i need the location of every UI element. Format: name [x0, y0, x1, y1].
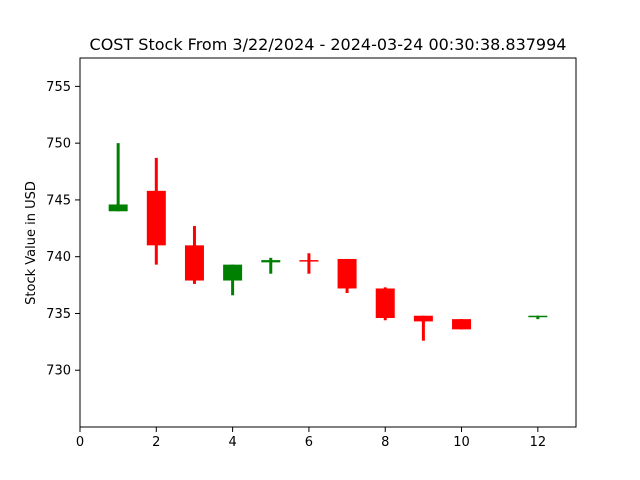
candle: [299, 253, 319, 274]
candle-body: [108, 204, 128, 212]
candle: [184, 226, 204, 284]
candle-body: [146, 190, 166, 246]
candle: [452, 319, 472, 330]
candle-body: [299, 260, 319, 262]
x-tick-label: 6: [305, 435, 313, 450]
y-tick-label: 755: [46, 80, 71, 95]
candle: [146, 157, 166, 265]
candle: [261, 257, 281, 274]
candle-body: [375, 288, 395, 319]
y-axis-label: Stock Value in USD: [24, 181, 39, 305]
x-tick-label: 8: [381, 435, 389, 450]
candle-body: [261, 260, 281, 263]
candle-body: [452, 319, 472, 330]
y-tick-label: 735: [46, 307, 71, 322]
x-tick-label: 0: [76, 435, 84, 450]
candle-body: [413, 315, 433, 322]
candle-body: [528, 315, 548, 318]
x-tick-label: 2: [152, 435, 160, 450]
chart-title: COST Stock From 3/22/2024 - 2024-03-24 0…: [90, 35, 567, 54]
x-tick-label: 12: [530, 435, 547, 450]
y-tick-label: 750: [46, 137, 71, 152]
candle: [375, 287, 395, 321]
candle-body: [337, 258, 357, 289]
x-tick-label: 10: [453, 435, 470, 450]
candles-layer: [108, 143, 548, 341]
x-tick-label: 4: [228, 435, 236, 450]
y-tick-label: 745: [46, 193, 71, 208]
candle: [528, 315, 548, 320]
candle: [413, 315, 433, 341]
plot-frame: [79, 57, 577, 428]
y-tick-label: 740: [46, 250, 71, 265]
candle: [337, 258, 357, 294]
candle-body: [184, 245, 204, 281]
ticks-layer: 0 2 4 6 8 10 12 730 735 740 745 750 755: [46, 80, 546, 450]
y-tick-label: 730: [46, 364, 71, 379]
candle-body: [223, 264, 243, 281]
candle: [223, 264, 243, 296]
candle: [108, 143, 128, 212]
